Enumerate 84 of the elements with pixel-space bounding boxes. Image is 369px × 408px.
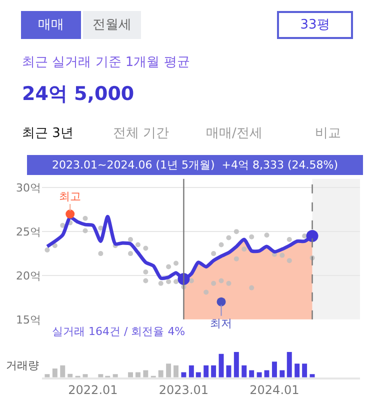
annotation: 최저 [210, 317, 232, 330]
bar [310, 374, 315, 378]
point [158, 280, 164, 286]
point [60, 222, 66, 228]
chart-subtitle: 24억 5,000 [22, 83, 134, 105]
point [226, 280, 232, 286]
point [306, 230, 318, 242]
point [249, 234, 254, 240]
y-tick-label: 15억 [16, 313, 41, 326]
y-axis-title: 거래량 [6, 359, 39, 372]
bar [249, 370, 254, 378]
point [98, 251, 104, 256]
bar [98, 374, 104, 378]
x-tick-label: 2024.01 [250, 382, 300, 397]
text: 33평 [300, 18, 330, 32]
bar [280, 370, 285, 378]
point [211, 251, 216, 256]
point [204, 290, 209, 295]
bar [143, 370, 148, 378]
bar [211, 365, 216, 378]
bar [272, 362, 277, 378]
bar [158, 370, 164, 378]
point [280, 252, 285, 258]
bar [82, 374, 88, 378]
point [174, 260, 179, 266]
point [174, 279, 179, 284]
bar [218, 354, 224, 378]
point [143, 269, 148, 274]
bar [52, 368, 58, 378]
point [188, 278, 194, 284]
bar [234, 352, 239, 378]
point [218, 242, 224, 248]
point [66, 210, 75, 219]
text: 매매/전세 [206, 126, 262, 141]
bar [294, 364, 300, 378]
point [216, 297, 226, 306]
bar [166, 364, 172, 378]
bar [44, 374, 50, 378]
bar [188, 365, 194, 378]
bar [226, 365, 232, 378]
text: 매매 [38, 18, 64, 32]
point [98, 226, 104, 231]
point [242, 246, 247, 252]
point [264, 232, 270, 238]
point [234, 256, 239, 262]
bar [60, 365, 66, 378]
point [286, 258, 292, 264]
x-tick-label: 2023.01 [158, 382, 209, 397]
point [135, 242, 140, 248]
y-tick-label: 30억 [16, 182, 41, 195]
text: 비교 [315, 126, 341, 141]
point [82, 228, 88, 234]
text: 실거래 164건 / 회전율 4% [52, 325, 186, 338]
annotation: 최고 [59, 190, 81, 203]
chart-title: 최근 실거래 기준 1개월 평균 [22, 55, 190, 70]
bar [264, 370, 270, 378]
text: 전월세 [92, 18, 132, 32]
y-tick-label: 25억 [16, 225, 41, 238]
point [128, 251, 134, 256]
x-tick-label: 2022.01 [68, 382, 118, 397]
point [286, 236, 292, 242]
bar [286, 352, 292, 378]
point [218, 278, 224, 284]
point [166, 279, 172, 284]
text: 전체 기간 [113, 126, 170, 141]
point [128, 236, 134, 242]
point [166, 264, 172, 270]
point [249, 285, 254, 290]
bar [204, 365, 209, 378]
bar [302, 364, 308, 378]
point [52, 243, 58, 248]
text: 2023.01~2024.06 (1년 5개월) +4억 8,333 (24.58%) [52, 158, 338, 172]
text: 최근 3년 [22, 126, 74, 141]
bar [242, 365, 247, 378]
point [234, 229, 239, 234]
point [226, 235, 232, 240]
y-tick-label: 20억 [16, 269, 41, 282]
bar [174, 365, 178, 378]
bar [112, 374, 118, 378]
point [143, 246, 148, 251]
point [44, 248, 50, 253]
point [211, 280, 216, 286]
point [143, 278, 148, 284]
point [82, 216, 88, 221]
